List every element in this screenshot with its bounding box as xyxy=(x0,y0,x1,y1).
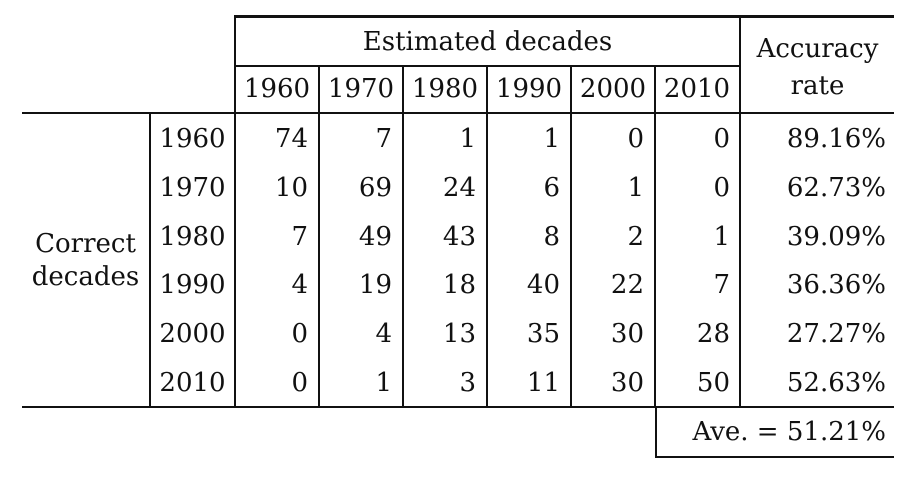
estimated-decades-header: Estimated decades xyxy=(362,27,613,57)
accuracy-rate-cell: 36.36% xyxy=(786,270,886,300)
count-cell: 24 xyxy=(442,173,476,203)
estimated-col-header-2: 1980 xyxy=(411,74,479,104)
accuracy-rate-cell: 27.27% xyxy=(786,319,886,349)
count-cell: 49 xyxy=(358,222,392,252)
correct-row-label: 2000 xyxy=(159,319,226,349)
count-cell: 7 xyxy=(375,124,392,154)
correct-row-label: 1970 xyxy=(159,173,226,203)
estimated-col-header-0: 1960 xyxy=(243,74,311,104)
count-cell: 0 xyxy=(291,319,308,349)
correct-row-label: 1980 xyxy=(159,222,226,252)
count-cell: 0 xyxy=(627,124,644,154)
col-divider-2000 xyxy=(570,65,572,408)
count-cell: 28 xyxy=(696,319,730,349)
count-cell: 0 xyxy=(291,368,308,398)
col-divider-1990 xyxy=(486,65,488,408)
estimated-col-header-1: 1970 xyxy=(327,74,395,104)
average-accuracy: Ave. = 51.21% xyxy=(692,417,886,447)
count-cell: 10 xyxy=(274,173,308,203)
top-rule xyxy=(235,15,894,18)
count-cell: 1 xyxy=(713,222,730,252)
count-cell: 30 xyxy=(610,319,644,349)
count-cell: 18 xyxy=(442,270,476,300)
count-cell: 69 xyxy=(358,173,392,203)
count-cell: 0 xyxy=(713,173,730,203)
header-bottom-rule xyxy=(22,112,894,114)
count-cell: 1 xyxy=(627,173,644,203)
count-cell: 30 xyxy=(610,368,644,398)
average-left-border xyxy=(655,406,657,458)
accuracy-header-line2: rate xyxy=(790,71,845,101)
count-cell: 7 xyxy=(713,270,730,300)
count-cell: 43 xyxy=(442,222,476,252)
count-cell: 0 xyxy=(713,124,730,154)
correct-row-label: 1990 xyxy=(159,270,226,300)
correct-row-label: 2010 xyxy=(159,368,226,398)
row-label-divider xyxy=(149,112,151,408)
count-cell: 22 xyxy=(610,270,644,300)
count-cell: 4 xyxy=(375,319,392,349)
accuracy-header-line1: Accuracy xyxy=(756,34,879,64)
correct-decades-label-line1: Correct xyxy=(35,229,136,259)
col-divider-1980 xyxy=(402,65,404,408)
count-cell: 19 xyxy=(358,270,392,300)
count-cell: 1 xyxy=(543,124,560,154)
count-cell: 3 xyxy=(459,368,476,398)
count-cell: 50 xyxy=(696,368,730,398)
count-cell: 6 xyxy=(543,173,560,203)
count-cell: 7 xyxy=(291,222,308,252)
count-cell: 4 xyxy=(291,270,308,300)
estimated-col-header-3: 1990 xyxy=(495,74,563,104)
estimated-col-header-5: 2010 xyxy=(663,74,731,104)
accuracy-divider xyxy=(739,15,741,408)
count-cell: 35 xyxy=(526,319,560,349)
col-divider-1970 xyxy=(318,65,320,408)
average-bottom-rule xyxy=(655,456,894,458)
accuracy-rate-cell: 52.63% xyxy=(786,368,886,398)
count-cell: 40 xyxy=(526,270,560,300)
count-cell: 1 xyxy=(459,124,476,154)
count-cell: 13 xyxy=(442,319,476,349)
count-cell: 1 xyxy=(375,368,392,398)
count-cell: 2 xyxy=(627,222,644,252)
count-cell: 8 xyxy=(543,222,560,252)
accuracy-rate-cell: 62.73% xyxy=(786,173,886,203)
count-cell: 11 xyxy=(526,368,560,398)
header-left-border xyxy=(234,15,236,408)
col-divider-2010 xyxy=(654,65,656,408)
accuracy-rate-cell: 89.16% xyxy=(786,124,886,154)
accuracy-rate-cell: 39.09% xyxy=(786,222,886,252)
estimated-col-header-4: 2000 xyxy=(579,74,647,104)
body-bottom-rule xyxy=(22,406,894,408)
count-cell: 74 xyxy=(274,124,308,154)
correct-row-label: 1960 xyxy=(159,124,226,154)
correct-decades-label-line2: decades xyxy=(31,262,140,292)
